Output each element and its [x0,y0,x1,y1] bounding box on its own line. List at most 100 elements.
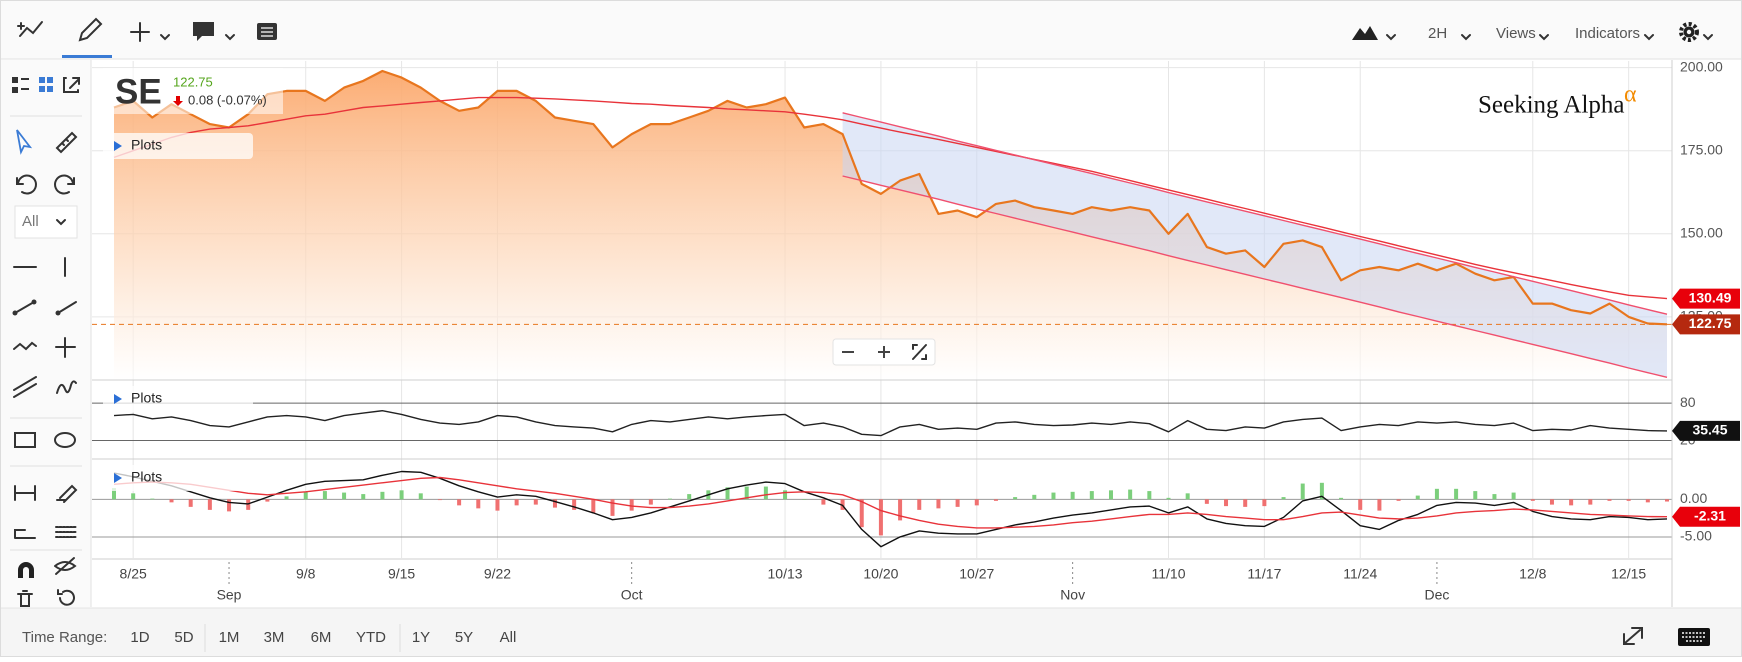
zoom-in[interactable] [878,346,890,358]
histogram-bar [1089,491,1094,500]
series-line [113,470,1668,548]
histogram-bar [533,499,538,505]
histogram-bar [1377,499,1382,511]
caret [56,219,66,226]
rect-tool[interactable] [14,432,36,448]
settings-button[interactable] [1679,22,1713,42]
range-button[interactable]: 5D [174,629,193,646]
histogram-bar [802,499,807,500]
keyboard-button[interactable] [1678,628,1710,646]
layout-buttons[interactable] [12,77,80,93]
plots-box [103,465,253,491]
x-tick-label: 12/8 [1519,566,1546,582]
chart-style-button[interactable] [1352,26,1396,41]
channel-tool[interactable] [13,376,37,398]
table-lines [261,27,273,37]
note-tool[interactable] [56,484,78,503]
crosshair-button[interactable] [130,22,170,42]
range-button[interactable]: 1Y [412,629,430,646]
histogram-bar [1665,499,1669,502]
ellipse-tool[interactable] [54,432,76,448]
range-button[interactable]: All [500,629,517,646]
histogram-bar [188,499,193,507]
histogram-bar [1128,489,1133,500]
table-button[interactable] [257,23,277,40]
quote-price: 122.75 [173,74,213,89]
grid-icon [39,77,53,92]
crosshair-icon [130,22,150,42]
interval-button[interactable]: 2H [1428,25,1471,42]
range-buttons: 1D 5D 1M 3M 6M YTD 1Y 5Y All [130,629,516,646]
histogram-bar [437,499,442,501]
chart-type-button[interactable] [17,21,43,37]
plots-toggle[interactable]: Plots [103,133,253,159]
wave-tool[interactable] [13,341,37,351]
symbol: SE [115,72,162,111]
histogram-bar [1511,492,1516,500]
plots-toggle[interactable]: Plots [103,386,253,412]
caret [1386,34,1396,41]
quote-box [103,68,283,114]
comment-button[interactable] [193,22,235,41]
range-tool[interactable] [14,485,36,501]
filter-label: All [22,213,39,230]
value-tag [1672,314,1740,335]
x-tick-label: 11/24 [1343,566,1377,582]
histogram-bar [821,499,826,505]
x-tick-label: 9/15 [388,566,415,582]
select-tool[interactable] [16,129,33,155]
histogram-bar [418,493,423,500]
down-arrow [173,96,183,106]
bottom-bg [1,608,1741,656]
range-button[interactable]: 1D [130,629,149,646]
freehand-tool[interactable] [56,380,77,394]
histogram-bar [840,499,845,510]
draw-button[interactable] [62,17,112,58]
hide-tool[interactable] [54,557,77,575]
redo-button[interactable] [54,174,75,195]
plots-label: Plots [131,390,162,406]
fullscreen-button[interactable] [1623,627,1643,645]
filter-dropdown[interactable]: All [14,205,78,239]
undo-button[interactable] [16,174,37,195]
histogram-bar [591,499,596,513]
plots-toggle[interactable]: Plots [103,465,253,491]
range-button[interactable]: 5Y [455,629,473,646]
histogram-bar [1339,497,1344,500]
range-button[interactable]: 3M [264,629,285,646]
delete-tool[interactable] [17,590,33,607]
histogram-bar [1473,491,1478,500]
histogram-bar [1607,499,1612,501]
levels-tool[interactable] [55,526,77,538]
magnet-tool[interactable] [18,562,34,578]
histogram-bar [1147,491,1152,500]
x-tick-label: 10/27 [959,566,994,582]
series-line [842,175,1668,378]
histogram-bar [1108,490,1113,500]
histogram-bar [1454,488,1459,500]
histogram-bar [265,499,270,502]
segment-tool[interactable] [12,299,37,316]
line-icon [19,21,43,37]
ruler-tool[interactable] [55,131,78,154]
sidebar-bg [1,60,91,607]
fit-button[interactable] [912,344,927,360]
series-line [113,96,1668,300]
ray-tool[interactable] [55,301,77,316]
fib-tool[interactable] [14,528,36,539]
cross-tool[interactable] [55,337,76,358]
views-button[interactable]: Views [1496,25,1549,42]
comment-icon [193,22,214,41]
histogram-bar [1224,499,1229,507]
value-tag-label: -2.31 [1694,507,1726,523]
range-button[interactable]: 6M [311,629,332,646]
range-button[interactable]: YTD [356,629,386,646]
histogram-bar [878,499,883,536]
reset-tool[interactable] [57,589,75,606]
value-tag-label: 130.49 [1689,289,1732,305]
keys [1682,632,1706,642]
x-tick-label: 10/13 [768,566,803,582]
indicators-button[interactable]: Indicators [1575,25,1654,42]
range-button[interactable]: 1M [219,629,240,646]
x-tick-label: 11/10 [1152,566,1186,582]
